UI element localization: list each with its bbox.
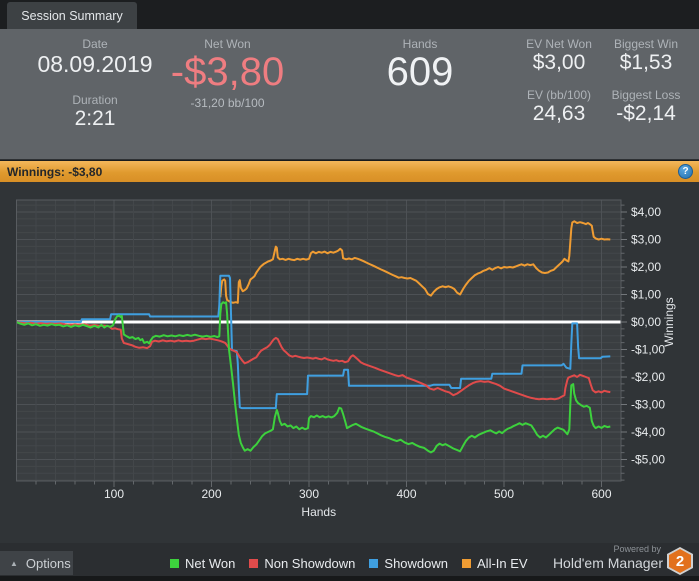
winnings-chart-panel: $4,00 $3,00 $2,00 $1,00 $0,00 -$1,00 -$2,00 -$3… [0, 182, 699, 543]
legend-label-showdown: Showdown [384, 555, 449, 571]
y-tick-label: -$3,00 [631, 398, 665, 412]
legend-label-non-showdown: Non Showdown [264, 555, 356, 571]
stat-biggest: Biggest Win $1,53 Biggest Loss -$2,14 [596, 37, 696, 125]
brand-name: Hold'em Manager [552, 555, 663, 571]
y-tick-label: -$2,00 [631, 370, 665, 384]
chevron-up-icon: ▲ [10, 558, 18, 568]
ev-net-won-value: $3,00 [532, 51, 586, 74]
y-tick-label: -$1,00 [631, 343, 665, 357]
duration-value: 2:21 [74, 107, 116, 131]
x-tick-label: 200 [201, 487, 221, 501]
options-button[interactable]: ▲ Options [0, 551, 73, 575]
y-tick-label: $4,00 [631, 205, 661, 219]
net-won-bb100: -31,20 bb/100 [190, 96, 265, 110]
date-label: Date [82, 37, 108, 51]
winnings-title-bar[interactable]: Winnings: -$3,80 ? [0, 160, 699, 182]
hands-label: Hands [402, 37, 438, 51]
legend-item-all-in-ev[interactable]: All-In EV [462, 556, 528, 571]
stat-hands: Hands 609 [345, 37, 495, 93]
net-won-value: -$3,80 [170, 50, 285, 94]
session-stats-panel: Date 08.09.2019 Duration 2:21 Net Won -$… [0, 29, 699, 159]
help-icon[interactable]: ? [678, 164, 693, 179]
series-non-showdown [16, 321, 611, 401]
biggest-win-value: $1,53 [619, 51, 673, 74]
date-value: 08.09.2019 [37, 51, 153, 77]
y-tick-label: $2,00 [631, 260, 661, 274]
net-won-label: Net Won [204, 37, 251, 51]
biggest-loss-value: -$2,14 [616, 102, 676, 126]
x-tick-label: 300 [299, 487, 319, 501]
powered-by-text: Powered by [613, 544, 661, 554]
x-tick-label: 100 [104, 487, 124, 501]
legend-swatch-all-in-ev [462, 558, 472, 568]
stat-date-duration: Date 08.09.2019 Duration 2:21 [20, 37, 170, 131]
legend-item-net-won[interactable]: Net Won [170, 556, 235, 571]
series-showdown [16, 274, 611, 410]
stat-net-won: Net Won -$3,80 -31,20 bb/100 [150, 37, 305, 110]
plot-border [16, 199, 622, 482]
tab-label: Session Summary [21, 8, 123, 23]
legend-label-net-won: Net Won [185, 555, 236, 571]
biggest-loss-label: Biggest Loss [611, 88, 681, 103]
window-bottom-edge [0, 576, 699, 581]
tab-session-summary[interactable]: Session Summary [7, 2, 137, 29]
hands-value: 609 [386, 50, 454, 94]
ev-net-won-label: EV Net Won [526, 37, 592, 51]
x-tick-label: 500 [494, 487, 514, 501]
y-tick-label: -$5,00 [631, 453, 665, 467]
legend-swatch-net-won [170, 558, 179, 568]
tab-bar: Session Summary [0, 0, 699, 29]
x-tick-label: 600 [591, 487, 611, 501]
winnings-title: Winnings: -$3,80 [7, 164, 103, 179]
y-tick-label: $3,00 [631, 233, 661, 247]
powered-by-block: Powered by Hold'em Manager [552, 544, 663, 571]
ev-bb100-value: 24,63 [532, 102, 586, 126]
y-tick-label: -$4,00 [631, 425, 665, 439]
series-all-in-ev [219, 220, 611, 304]
options-label: Options [25, 555, 71, 571]
winnings-chart: $4,00 $3,00 $2,00 $1,00 $0,00 -$1,00 -$2,00 -$3… [16, 199, 676, 519]
stat-ev: EV Net Won $3,00 EV (bb/100) 24,63 [495, 37, 623, 125]
legend-swatch-showdown [369, 558, 379, 568]
hm2-logo-icon: 2 [667, 547, 693, 575]
y-tick-label: $0,00 [631, 315, 661, 329]
ev-bb100-label: EV (bb/100) [526, 88, 592, 103]
chart-legend: Net Won Non Showdown Showdown All-In EV [170, 551, 528, 575]
legend-label-all-in-ev: All-In EV [477, 555, 528, 571]
biggest-win-label: Biggest Win [613, 37, 679, 51]
legend-item-non-showdown[interactable]: Non Showdown [249, 556, 355, 571]
hm2-logo-number: 2 [669, 549, 691, 573]
legend-item-showdown[interactable]: Showdown [369, 556, 448, 571]
y-tick-label: $1,00 [631, 288, 661, 302]
y-axis-title: Winnings [662, 297, 676, 346]
series-net-won [16, 301, 611, 454]
x-tick-label: 400 [396, 487, 416, 501]
x-axis-title: Hands [301, 505, 336, 519]
legend-swatch-non-showdown [249, 558, 259, 568]
footer-bar: ▲ Options Net Won Non Showdown Showdown … [0, 543, 699, 576]
duration-label: Duration [72, 93, 118, 108]
